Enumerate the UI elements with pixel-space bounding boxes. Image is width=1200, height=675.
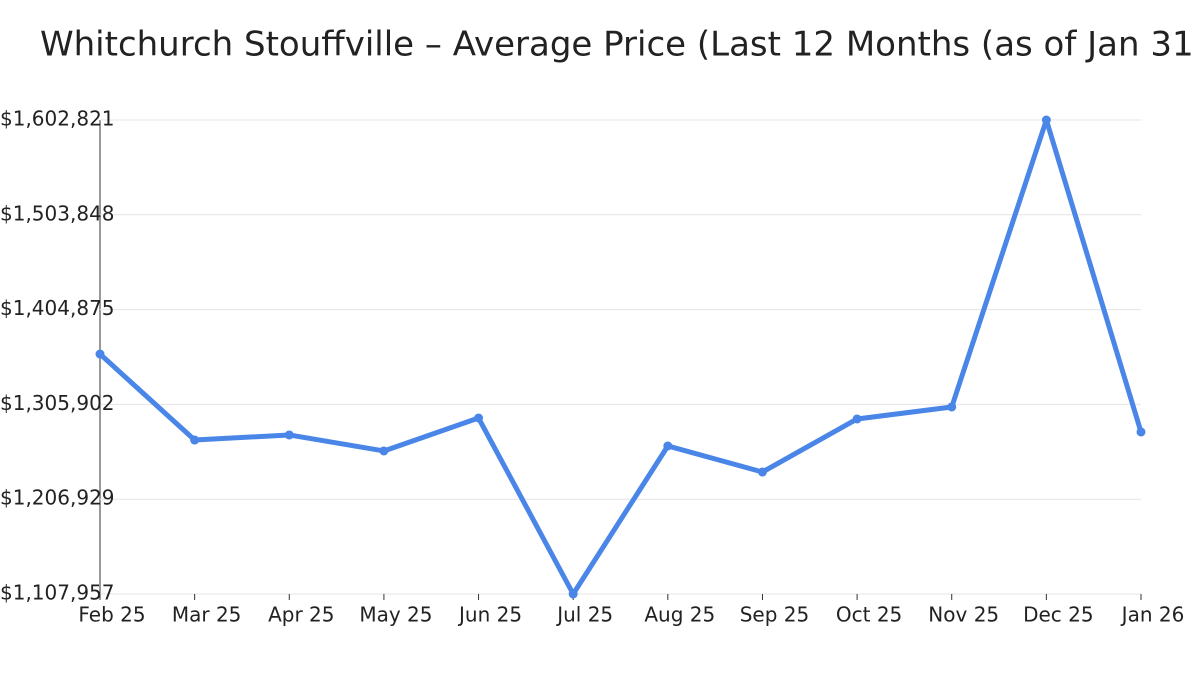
series-line [98, 117, 1144, 597]
y-tick-label: $1,503,848 [0, 201, 115, 225]
data-point [284, 430, 294, 440]
data-point [947, 402, 957, 412]
data-point [1136, 427, 1146, 437]
x-tick-label: May 25 [359, 603, 432, 627]
x-tick-label: Sep 25 [740, 603, 810, 627]
y-tick-label: $1,206,929 [0, 486, 115, 510]
x-tick-label: Nov 25 [928, 603, 999, 627]
x-tick-label: Aug 25 [644, 603, 715, 627]
data-point [568, 589, 578, 599]
grid [100, 119, 1141, 595]
chart-title: Whitchurch Stouffville – Average Price (… [40, 25, 1194, 65]
data-point [474, 413, 484, 423]
x-tick-label: Jun 25 [457, 603, 522, 627]
data-point [95, 349, 105, 359]
y-tick-label: $1,404,875 [0, 296, 115, 320]
y-tick-label: $1,107,957 [0, 581, 115, 605]
x-tick-label: Feb 25 [78, 603, 145, 627]
x-tick-label: Apr 25 [268, 603, 334, 627]
x-tick-label: Mar 25 [172, 603, 242, 627]
x-tick-label: Jan 26 [1120, 603, 1185, 627]
y-tick-label: $1,602,821 [0, 107, 115, 131]
data-point [1041, 115, 1051, 125]
data-point [190, 435, 200, 445]
x-tick-label: Oct 25 [836, 603, 902, 627]
x-tick-label: Dec 25 [1023, 603, 1094, 627]
data-point [663, 441, 673, 451]
y-tick-label: $1,305,902 [0, 391, 115, 415]
x-tick-label: Jul 25 [555, 603, 613, 627]
data-point [757, 467, 767, 477]
data-point [852, 414, 862, 424]
data-point [379, 446, 389, 456]
